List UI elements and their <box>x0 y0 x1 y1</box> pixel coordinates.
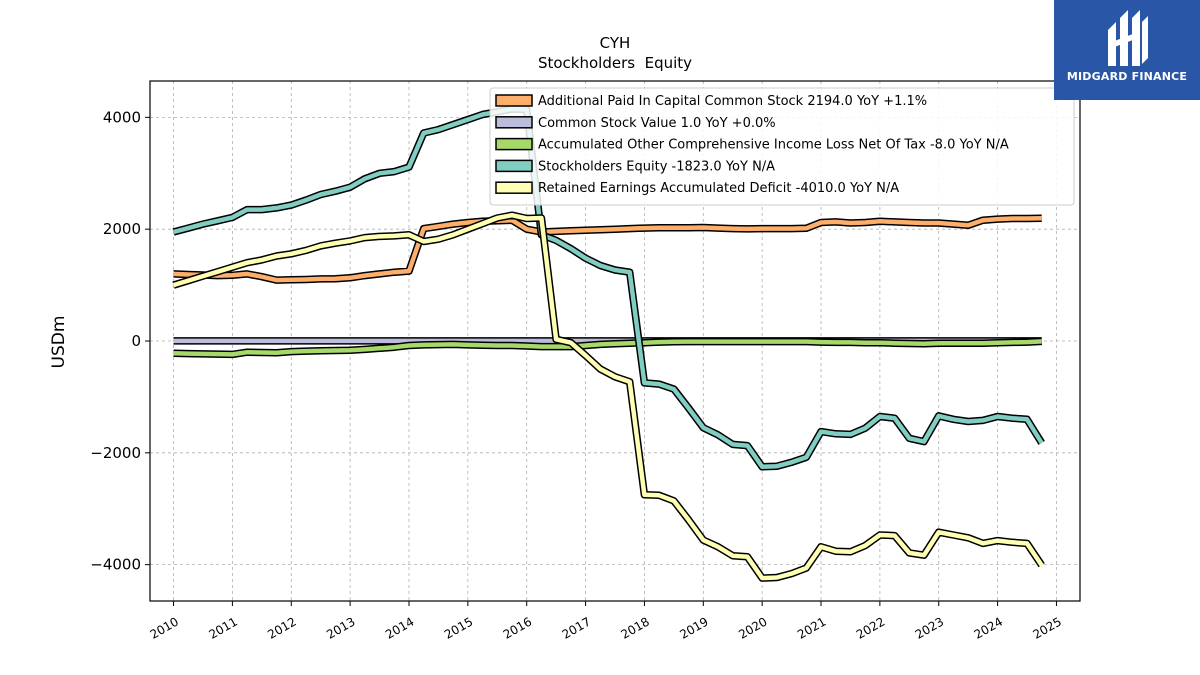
x-tick-label: 2015 <box>442 614 475 641</box>
series-line-4 <box>172 212 1044 581</box>
legend-label: Stockholders Equity -1823.0 YoY N/A <box>538 159 775 174</box>
x-tick-label: 2019 <box>677 614 710 641</box>
x-tick-label: 2018 <box>618 614 651 641</box>
legend-swatch <box>495 94 533 107</box>
chart-title: CYH <box>600 34 631 52</box>
x-tick-label: 2021 <box>795 614 828 641</box>
legend-swatch <box>495 116 533 129</box>
legend: Additional Paid In Capital Common Stock … <box>489 87 1075 206</box>
y-axis-label: USDm <box>49 316 69 369</box>
logo-mark-icon <box>1108 10 1148 66</box>
x-tick-label: 2025 <box>1031 614 1064 641</box>
y-axis: −4000 −2000 0 2000 4000 <box>90 108 150 574</box>
legend-box <box>489 87 1075 206</box>
series-line-2 <box>173 339 1042 357</box>
chart-subtitle: Stockholders Equity <box>538 54 692 72</box>
legend-swatch <box>495 181 533 194</box>
x-axis: 2010 2011 2012 2013 2014 2015 2016 2017 2018 2019… <box>148 601 1064 642</box>
x-tick-label: 2017 <box>560 614 593 641</box>
series-lines <box>172 105 1045 582</box>
x-tick-label: 2022 <box>854 614 887 641</box>
legend-swatch <box>495 137 533 151</box>
x-tick-label: 2010 <box>148 614 181 641</box>
y-tick-label: 2000 <box>103 220 141 238</box>
legend-label: Common Stock Value 1.0 YoY +0.0% <box>538 116 776 131</box>
y-tick-label: 0 <box>131 332 141 350</box>
x-tick-label: 2012 <box>265 614 298 641</box>
y-tick-label: −4000 <box>90 556 141 574</box>
x-tick-label: 2013 <box>324 614 357 641</box>
legend-label: Accumulated Other Comprehensive Income L… <box>538 138 1009 153</box>
brand-logo: MIDGARD FINANCE <box>1054 0 1200 100</box>
series-line-0 <box>173 216 1042 283</box>
series-line-3 <box>172 106 1044 470</box>
x-tick-label: 2014 <box>383 614 416 641</box>
x-tick-label: 2023 <box>913 614 946 641</box>
y-tick-label: 4000 <box>103 108 141 126</box>
legend-swatch <box>495 159 533 173</box>
x-tick-label: 2016 <box>501 614 534 641</box>
x-tick-label: 2020 <box>736 614 769 641</box>
logo-text: MIDGARD FINANCE <box>1066 70 1188 83</box>
x-tick-label: 2024 <box>972 614 1005 641</box>
legend-label: Retained Earnings Accumulated Deficit -4… <box>538 181 899 196</box>
y-tick-label: −2000 <box>90 444 141 462</box>
legend-label: Additional Paid In Capital Common Stock … <box>538 94 927 109</box>
x-tick-label: 2011 <box>206 614 239 641</box>
